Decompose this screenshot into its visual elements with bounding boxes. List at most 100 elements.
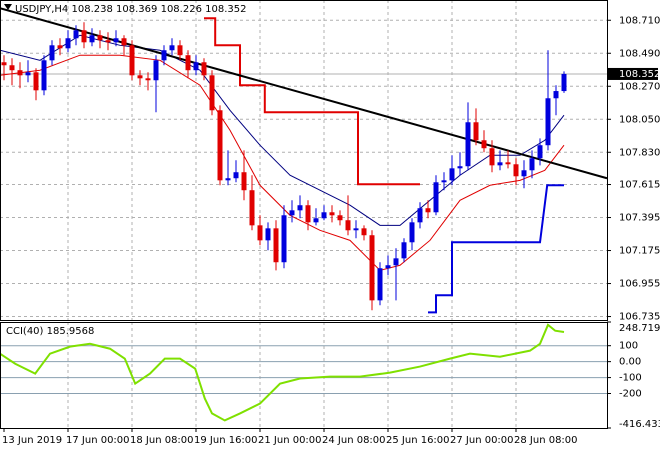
candle-body xyxy=(201,62,207,76)
y-tick-label: 107.615 xyxy=(619,180,660,191)
y-tick-label: 108.270 xyxy=(619,81,660,92)
candle-body xyxy=(441,180,447,183)
candle-body xyxy=(321,212,327,219)
cci-value: 185.9568 xyxy=(47,326,95,337)
candle-body xyxy=(537,145,543,159)
cci-title: CCI(40) 185.9568 xyxy=(6,326,94,337)
candle-body xyxy=(337,215,343,221)
candle-body xyxy=(49,45,55,61)
candle-body xyxy=(329,212,335,216)
candle-body xyxy=(385,265,391,269)
candle-body xyxy=(273,228,279,263)
open: 108.238 xyxy=(71,4,112,15)
chart-title: USDJPY,H4 108.238 108.369 108.226 108.35… xyxy=(15,4,246,15)
low: 108.226 xyxy=(161,4,202,15)
candle-body xyxy=(553,91,559,99)
candle-body xyxy=(529,158,535,171)
candle-body xyxy=(9,65,15,71)
y2-tick-label: 0.00 xyxy=(619,357,641,368)
candle-body xyxy=(489,148,495,166)
candle-body xyxy=(57,45,63,49)
y2-tick-label: -416.433 xyxy=(619,419,660,430)
y2-tick-label: 100 xyxy=(619,341,638,352)
candle-body xyxy=(257,225,263,241)
candle-body xyxy=(209,75,215,111)
candle-body xyxy=(185,55,191,71)
x-tick-label: 13 Jun 2019 xyxy=(2,435,62,446)
candle-body xyxy=(497,162,503,166)
candle-body xyxy=(1,62,7,66)
candle-body xyxy=(313,218,319,223)
candle-body xyxy=(249,190,255,226)
candle-body xyxy=(17,70,23,76)
y-tick-label: 106.955 xyxy=(619,279,660,290)
cci-name: CCI(40) xyxy=(6,326,44,337)
x-tick-label: 27 Jun 00:00 xyxy=(450,435,514,446)
x-tick-label: 19 Jun 16:00 xyxy=(194,435,258,446)
candle-body xyxy=(161,50,167,61)
x-tick-label: 17 Jun 00:00 xyxy=(66,435,130,446)
candle-body xyxy=(265,228,271,241)
overlay-line xyxy=(204,17,420,186)
cci-line xyxy=(0,323,565,422)
price-box xyxy=(608,67,658,80)
x-tick-label: 18 Jun 08:00 xyxy=(130,435,194,446)
symbol: USDJPY,H4 xyxy=(15,4,68,15)
y2-tick-label: -100 xyxy=(619,373,642,384)
y2-tick-label: -200 xyxy=(619,389,642,400)
close: 108.352 xyxy=(205,4,246,15)
y-tick-label: 108.050 xyxy=(619,114,660,125)
marks xyxy=(0,7,608,422)
price-label: 108.352 xyxy=(619,69,660,80)
candle-body xyxy=(169,45,175,51)
candle-body xyxy=(241,172,247,191)
candle-body xyxy=(153,60,159,81)
candle-body xyxy=(41,60,47,91)
candle-body xyxy=(33,72,39,91)
candle-body xyxy=(409,222,415,243)
title-icon xyxy=(4,4,12,10)
candle-body xyxy=(449,168,455,181)
candle-body xyxy=(25,72,31,76)
candle-body xyxy=(521,170,527,177)
y-tick-label: 107.175 xyxy=(619,246,660,257)
candle-body xyxy=(137,75,143,79)
main-frame xyxy=(0,0,608,321)
candle-body xyxy=(281,215,287,263)
candle-body xyxy=(505,162,511,165)
candle-body xyxy=(89,35,95,43)
candle-body xyxy=(177,45,183,56)
y-tick-label: 107.395 xyxy=(619,213,660,224)
candle-body xyxy=(225,178,231,181)
candle-body xyxy=(65,38,71,49)
candle-body xyxy=(105,40,111,43)
candle-body xyxy=(145,78,151,81)
overlay-line xyxy=(0,54,565,271)
y-tick-label: 108.710 xyxy=(619,15,660,26)
candle-body xyxy=(481,140,487,149)
candle-body xyxy=(129,45,135,76)
candle-body xyxy=(377,268,383,301)
candle-body xyxy=(465,122,471,167)
candle-body xyxy=(513,164,519,177)
candle-body xyxy=(73,30,79,39)
candle-body xyxy=(297,205,303,211)
candle-body xyxy=(121,38,127,46)
overlay-line xyxy=(428,184,564,314)
candle-body xyxy=(473,122,479,141)
candle-body xyxy=(417,208,423,223)
candle-body xyxy=(561,73,567,92)
y-tick-label: 106.735 xyxy=(619,312,660,323)
candle-body xyxy=(433,182,439,213)
cci-frame xyxy=(0,322,608,429)
y2-tick-label: 248.7192 xyxy=(619,323,660,334)
y-tick-label: 108.490 xyxy=(619,48,660,59)
x-tick-label: 21 Jun 00:00 xyxy=(258,435,322,446)
x-tick-label: 25 Jun 16:00 xyxy=(386,435,450,446)
candle-body xyxy=(457,166,463,169)
high: 108.369 xyxy=(116,4,157,15)
candle-body xyxy=(345,220,351,231)
candle-body xyxy=(289,210,295,216)
candle-body xyxy=(97,35,103,41)
